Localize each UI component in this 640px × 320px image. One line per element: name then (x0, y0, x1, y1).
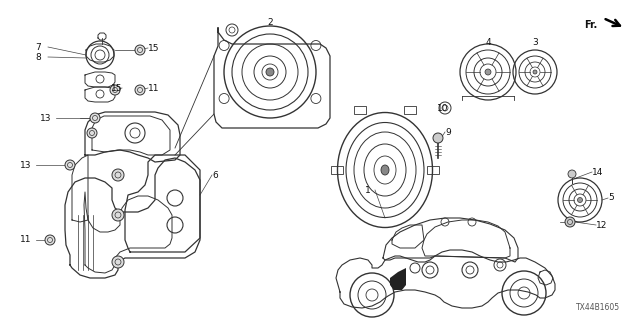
Circle shape (565, 217, 575, 227)
Circle shape (112, 209, 124, 221)
Text: 8: 8 (35, 52, 41, 61)
Text: 11: 11 (20, 236, 31, 244)
Bar (331, 166, 343, 174)
Text: 2: 2 (267, 18, 273, 27)
Text: 12: 12 (596, 220, 607, 229)
Text: 3: 3 (532, 37, 538, 46)
Circle shape (110, 85, 120, 95)
Circle shape (568, 170, 576, 178)
Circle shape (135, 85, 145, 95)
Circle shape (433, 133, 443, 143)
Text: 4: 4 (485, 37, 491, 46)
Circle shape (135, 45, 145, 55)
Bar (427, 166, 439, 174)
Circle shape (533, 70, 537, 74)
Text: 1: 1 (365, 186, 371, 195)
Text: 13: 13 (40, 114, 51, 123)
Text: 15: 15 (148, 44, 159, 52)
Polygon shape (390, 268, 406, 290)
Circle shape (112, 169, 124, 181)
Circle shape (45, 235, 55, 245)
Circle shape (266, 68, 274, 76)
Text: 7: 7 (35, 43, 41, 52)
Text: 11: 11 (148, 84, 159, 92)
Text: 14: 14 (592, 167, 604, 177)
Bar (354, 106, 366, 114)
Circle shape (112, 256, 124, 268)
Text: 5: 5 (608, 194, 614, 203)
Text: 13: 13 (20, 161, 31, 170)
Text: 10: 10 (436, 103, 448, 113)
Text: TX44B1605: TX44B1605 (576, 303, 620, 312)
Circle shape (485, 69, 491, 75)
Ellipse shape (381, 165, 389, 175)
Circle shape (577, 197, 582, 203)
Circle shape (65, 160, 75, 170)
Circle shape (90, 113, 100, 123)
Text: 6: 6 (212, 171, 218, 180)
Text: Fr.: Fr. (584, 20, 597, 30)
Circle shape (87, 128, 97, 138)
Bar (404, 106, 416, 114)
Text: 9: 9 (445, 127, 451, 137)
Text: 15: 15 (111, 84, 122, 92)
